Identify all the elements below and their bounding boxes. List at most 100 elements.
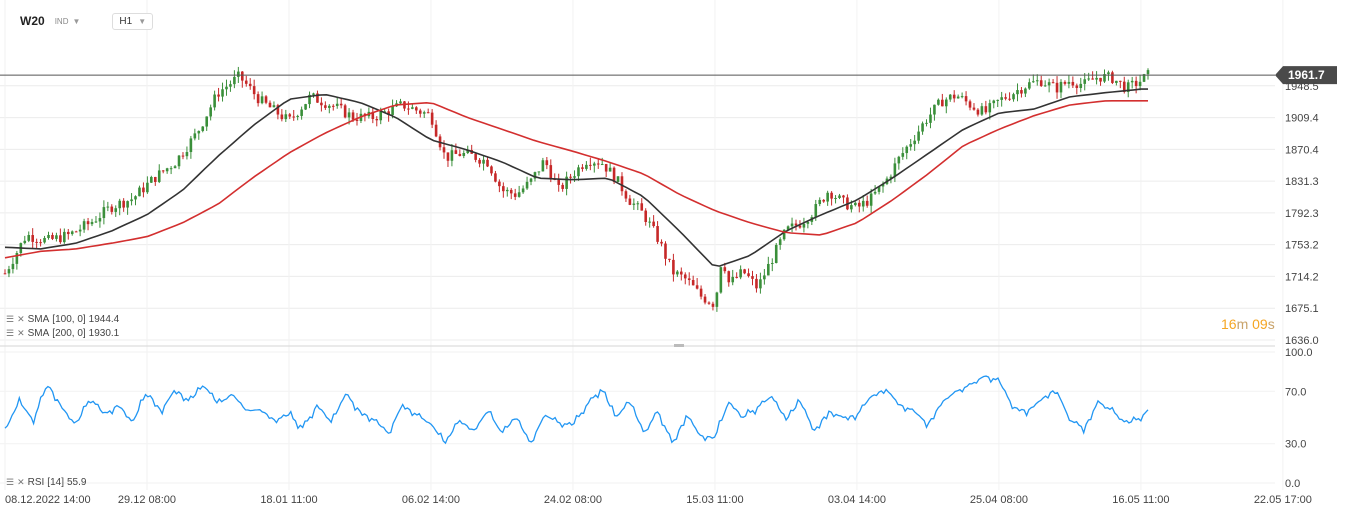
candle-body [138, 187, 141, 197]
candle [1055, 76, 1059, 99]
legend-sma100: ☰ ✕ SMA [100, 0] 1944.4 [6, 314, 119, 325]
candle-body [529, 178, 533, 182]
close-icon[interactable]: ✕ [17, 477, 25, 487]
rsi-axis[interactable]: 100.0 70.0 30.0 0.0 [1285, 347, 1313, 490]
candle [913, 134, 916, 151]
candle-body [1063, 81, 1067, 84]
candle [335, 96, 339, 109]
symbol-label[interactable]: W20 [20, 14, 45, 28]
candle-body [770, 262, 774, 264]
candle [66, 228, 70, 240]
time-tick-label: 03.04 14:00 [828, 494, 886, 506]
candle [82, 218, 86, 233]
candle [11, 257, 15, 274]
candle-body [842, 195, 845, 198]
candle-body [1035, 80, 1039, 82]
candle [1020, 87, 1023, 98]
candle-body [656, 226, 659, 242]
candle-body [379, 111, 383, 121]
candle [1095, 71, 1098, 85]
candle-body [304, 104, 307, 110]
candle-body [668, 258, 671, 260]
timeframe-select[interactable]: H1 ▼ [112, 12, 154, 30]
candle [838, 193, 841, 200]
candle-body [161, 170, 165, 172]
chevron-down-icon[interactable]: ▼ [72, 16, 81, 26]
candle [363, 112, 367, 122]
candle-body [826, 192, 829, 202]
candle [31, 228, 34, 249]
candle-body [739, 269, 742, 278]
candle-body [596, 163, 600, 165]
candle-body [517, 192, 521, 197]
candle [229, 80, 232, 92]
candle [1099, 77, 1102, 86]
candle-body [1032, 81, 1035, 83]
close-icon[interactable]: ✕ [17, 328, 25, 338]
close-icon[interactable]: ✕ [17, 314, 25, 324]
candle [517, 185, 521, 198]
candle-body [790, 223, 794, 227]
candle-body [585, 164, 588, 169]
candle-body [197, 130, 201, 134]
candle [458, 149, 462, 157]
candle [1146, 68, 1150, 80]
candle [581, 164, 584, 172]
candle-body [652, 221, 655, 227]
candle [1071, 76, 1075, 89]
candle-body [537, 171, 541, 173]
candle-body [252, 86, 256, 95]
candle [268, 100, 272, 108]
candle-body [276, 105, 280, 115]
candle [150, 175, 153, 183]
candle-body [237, 71, 240, 77]
candle-body [834, 198, 837, 200]
candle [830, 191, 833, 206]
candle-body [320, 102, 323, 106]
candle [755, 274, 758, 293]
price-axis[interactable]: 1948.5 1909.4 1870.4 1831.3 1792.3 1753.2 1714… [1285, 81, 1319, 347]
legend-sma200: ☰ ✕ SMA [200, 0] 1930.1 [6, 328, 119, 339]
candle [23, 235, 27, 245]
candle-body [1028, 82, 1031, 89]
candle [664, 241, 667, 266]
candle-body [1087, 78, 1090, 80]
candle [648, 217, 651, 228]
candle [130, 193, 133, 206]
candle-body [1047, 82, 1051, 86]
candle [86, 217, 90, 231]
candle-body [1115, 80, 1118, 83]
candle [505, 187, 509, 197]
candle [288, 112, 292, 120]
candle [1079, 77, 1083, 93]
candle [1067, 75, 1071, 89]
candle [525, 176, 529, 190]
candle-body [680, 271, 683, 275]
candle-body [798, 225, 802, 228]
pane-resize-handle[interactable] [674, 344, 684, 347]
candles [3, 66, 1150, 312]
candle-body [624, 191, 628, 199]
candle [596, 158, 600, 169]
candle-body [47, 234, 50, 238]
candle-body [106, 206, 110, 208]
candle [371, 107, 375, 124]
settings-list-icon[interactable]: ☰ [6, 477, 15, 487]
settings-list-icon[interactable]: ☰ [6, 314, 15, 324]
candle [577, 164, 580, 181]
time-axis[interactable]: 08.12.2022 14:00 29.12 08:00 18.01 11:00 06… [5, 494, 1312, 506]
candle [790, 217, 794, 233]
candle-body [1075, 85, 1079, 88]
candle-body [122, 200, 125, 208]
candle-body [78, 229, 82, 232]
candle-body [165, 168, 169, 172]
candle-body [525, 181, 529, 189]
candle-body [806, 221, 810, 224]
candle [628, 194, 632, 206]
candle-body [347, 112, 351, 118]
candle [869, 188, 873, 213]
rsi-params: [14] [47, 477, 64, 488]
settings-list-icon[interactable]: ☰ [6, 328, 15, 338]
candle [300, 106, 303, 120]
